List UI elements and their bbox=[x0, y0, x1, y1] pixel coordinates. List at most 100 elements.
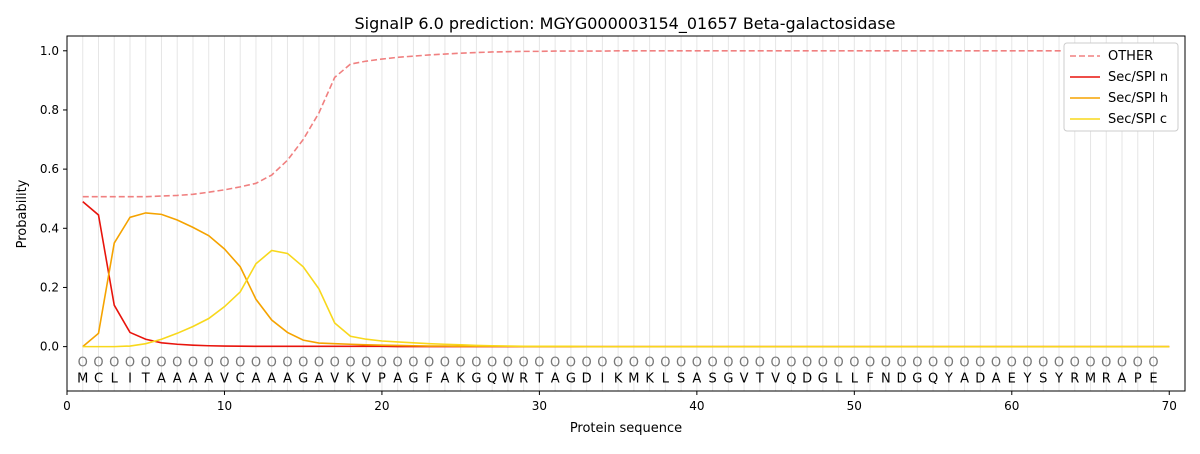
region-marker: O bbox=[818, 355, 828, 370]
region-marker: O bbox=[330, 355, 340, 370]
region-marker: O bbox=[1022, 355, 1032, 370]
sequence-residue: A bbox=[157, 372, 166, 387]
x-tick-label: 40 bbox=[689, 399, 704, 413]
region-marker: O bbox=[141, 355, 151, 370]
sequence-residue: A bbox=[314, 372, 323, 387]
sequence-residue: D bbox=[975, 372, 985, 387]
sequence-residue: G bbox=[298, 372, 308, 387]
region-marker: O bbox=[707, 355, 717, 370]
sequence-residue: E bbox=[1008, 372, 1016, 387]
region-marker: O bbox=[487, 355, 497, 370]
region-marker: O bbox=[802, 355, 812, 370]
region-marker: O bbox=[1148, 355, 1158, 370]
sequence-residue: G bbox=[723, 372, 733, 387]
sequence-residue: P bbox=[378, 372, 386, 387]
sequence-residue: Q bbox=[487, 372, 497, 387]
y-tick-label: 0.2 bbox=[40, 280, 59, 294]
sequence-residue: A bbox=[252, 372, 261, 387]
sequence-residue: G bbox=[471, 372, 481, 387]
region-marker: O bbox=[1133, 355, 1143, 370]
y-tick-label: 0.4 bbox=[40, 221, 59, 235]
sequence-residue: W bbox=[501, 372, 514, 387]
y-axis-label: Probability bbox=[15, 179, 30, 248]
sequence-residue: K bbox=[645, 372, 654, 387]
region-marker: O bbox=[471, 355, 481, 370]
region-marker: O bbox=[660, 355, 670, 370]
region-marker: O bbox=[345, 355, 355, 370]
region-marker: O bbox=[172, 355, 182, 370]
sequence-residue: G bbox=[912, 372, 922, 387]
plot-frame bbox=[66, 35, 1186, 392]
region-marker: O bbox=[519, 355, 529, 370]
sequence-residue: K bbox=[456, 372, 465, 387]
y-tick-label: 1.0 bbox=[40, 44, 59, 58]
sequence-residue: C bbox=[236, 372, 245, 387]
region-marker: O bbox=[959, 355, 969, 370]
sequence-residue: Q bbox=[928, 372, 938, 387]
sequence-residue: R bbox=[519, 372, 528, 387]
region-marker: O bbox=[739, 355, 749, 370]
region-marker: O bbox=[896, 355, 906, 370]
region-marker: O bbox=[550, 355, 560, 370]
region-marker: O bbox=[582, 355, 592, 370]
sequence-residue: M bbox=[1085, 372, 1096, 387]
sequence-residue: L bbox=[835, 372, 843, 387]
sequence-residue: K bbox=[614, 372, 623, 387]
sequence-residue: A bbox=[992, 372, 1001, 387]
region-marker: O bbox=[881, 355, 891, 370]
sequence-residue: L bbox=[111, 372, 119, 387]
y-axis-ticks: 0.0 0.2 0.4 0.6 0.8 1.0 bbox=[40, 44, 67, 354]
region-marker: O bbox=[833, 355, 843, 370]
region-marker: O bbox=[944, 355, 954, 370]
region-marker: O bbox=[534, 355, 544, 370]
sequence-residue: M bbox=[77, 372, 88, 387]
sequence-residue: A bbox=[960, 372, 969, 387]
sequence-residue: R bbox=[1070, 372, 1079, 387]
series-lines bbox=[82, 49, 1170, 348]
region-marker: O bbox=[1070, 355, 1080, 370]
sequence-residue: S bbox=[708, 372, 716, 387]
sequence-residue: A bbox=[173, 372, 182, 387]
y-tick-label: 0.0 bbox=[40, 340, 59, 354]
region-marker: O bbox=[755, 355, 765, 370]
legend-label: Sec/SPI c bbox=[1108, 112, 1167, 127]
sequence-residue: N bbox=[881, 372, 891, 387]
series-line bbox=[82, 201, 1170, 348]
region-marker: O bbox=[1101, 355, 1111, 370]
region-marker: O bbox=[1117, 355, 1127, 370]
sequence-residue: A bbox=[440, 372, 449, 387]
region-marker: O bbox=[566, 355, 576, 370]
sequence-residue: A bbox=[1118, 372, 1127, 387]
sequence-residue: Y bbox=[1054, 372, 1063, 387]
sequence-residue: D bbox=[897, 372, 907, 387]
sequence-residue: V bbox=[362, 372, 371, 387]
region-marker: O bbox=[219, 355, 229, 370]
sequence-residue: A bbox=[393, 372, 402, 387]
sequence-residue: A bbox=[189, 372, 198, 387]
x-axis-label: Protein sequence bbox=[570, 421, 682, 436]
y-tick-label: 0.8 bbox=[40, 103, 59, 117]
region-marker: O bbox=[125, 355, 135, 370]
x-tick-label: 20 bbox=[374, 399, 389, 413]
x-tick-label: 10 bbox=[217, 399, 232, 413]
region-marker: O bbox=[251, 355, 261, 370]
sequence-residue: M bbox=[628, 372, 639, 387]
sequence-residue: D bbox=[802, 372, 812, 387]
region-marker: O bbox=[629, 355, 639, 370]
vertical-grid bbox=[82, 36, 1155, 391]
legend: OTHER Sec/SPI n Sec/SPI h Sec/SPI c bbox=[1063, 42, 1179, 132]
sequence-residue: P bbox=[1134, 372, 1142, 387]
region-marker: O bbox=[613, 355, 623, 370]
region-marker: O bbox=[1038, 355, 1048, 370]
region-marker: O bbox=[1054, 355, 1064, 370]
x-tick-label: 50 bbox=[847, 399, 862, 413]
sequence-residue: V bbox=[220, 372, 229, 387]
x-axis-ticks: 0 10 20 30 40 50 60 70 bbox=[63, 391, 1177, 413]
sequence-residue: V bbox=[771, 372, 780, 387]
region-marker: O bbox=[188, 355, 198, 370]
region-marker: O bbox=[645, 355, 655, 370]
region-marker: O bbox=[975, 355, 985, 370]
sequence-residue: A bbox=[283, 372, 292, 387]
sequence-residue: A bbox=[267, 372, 276, 387]
region-marker: O bbox=[676, 355, 686, 370]
